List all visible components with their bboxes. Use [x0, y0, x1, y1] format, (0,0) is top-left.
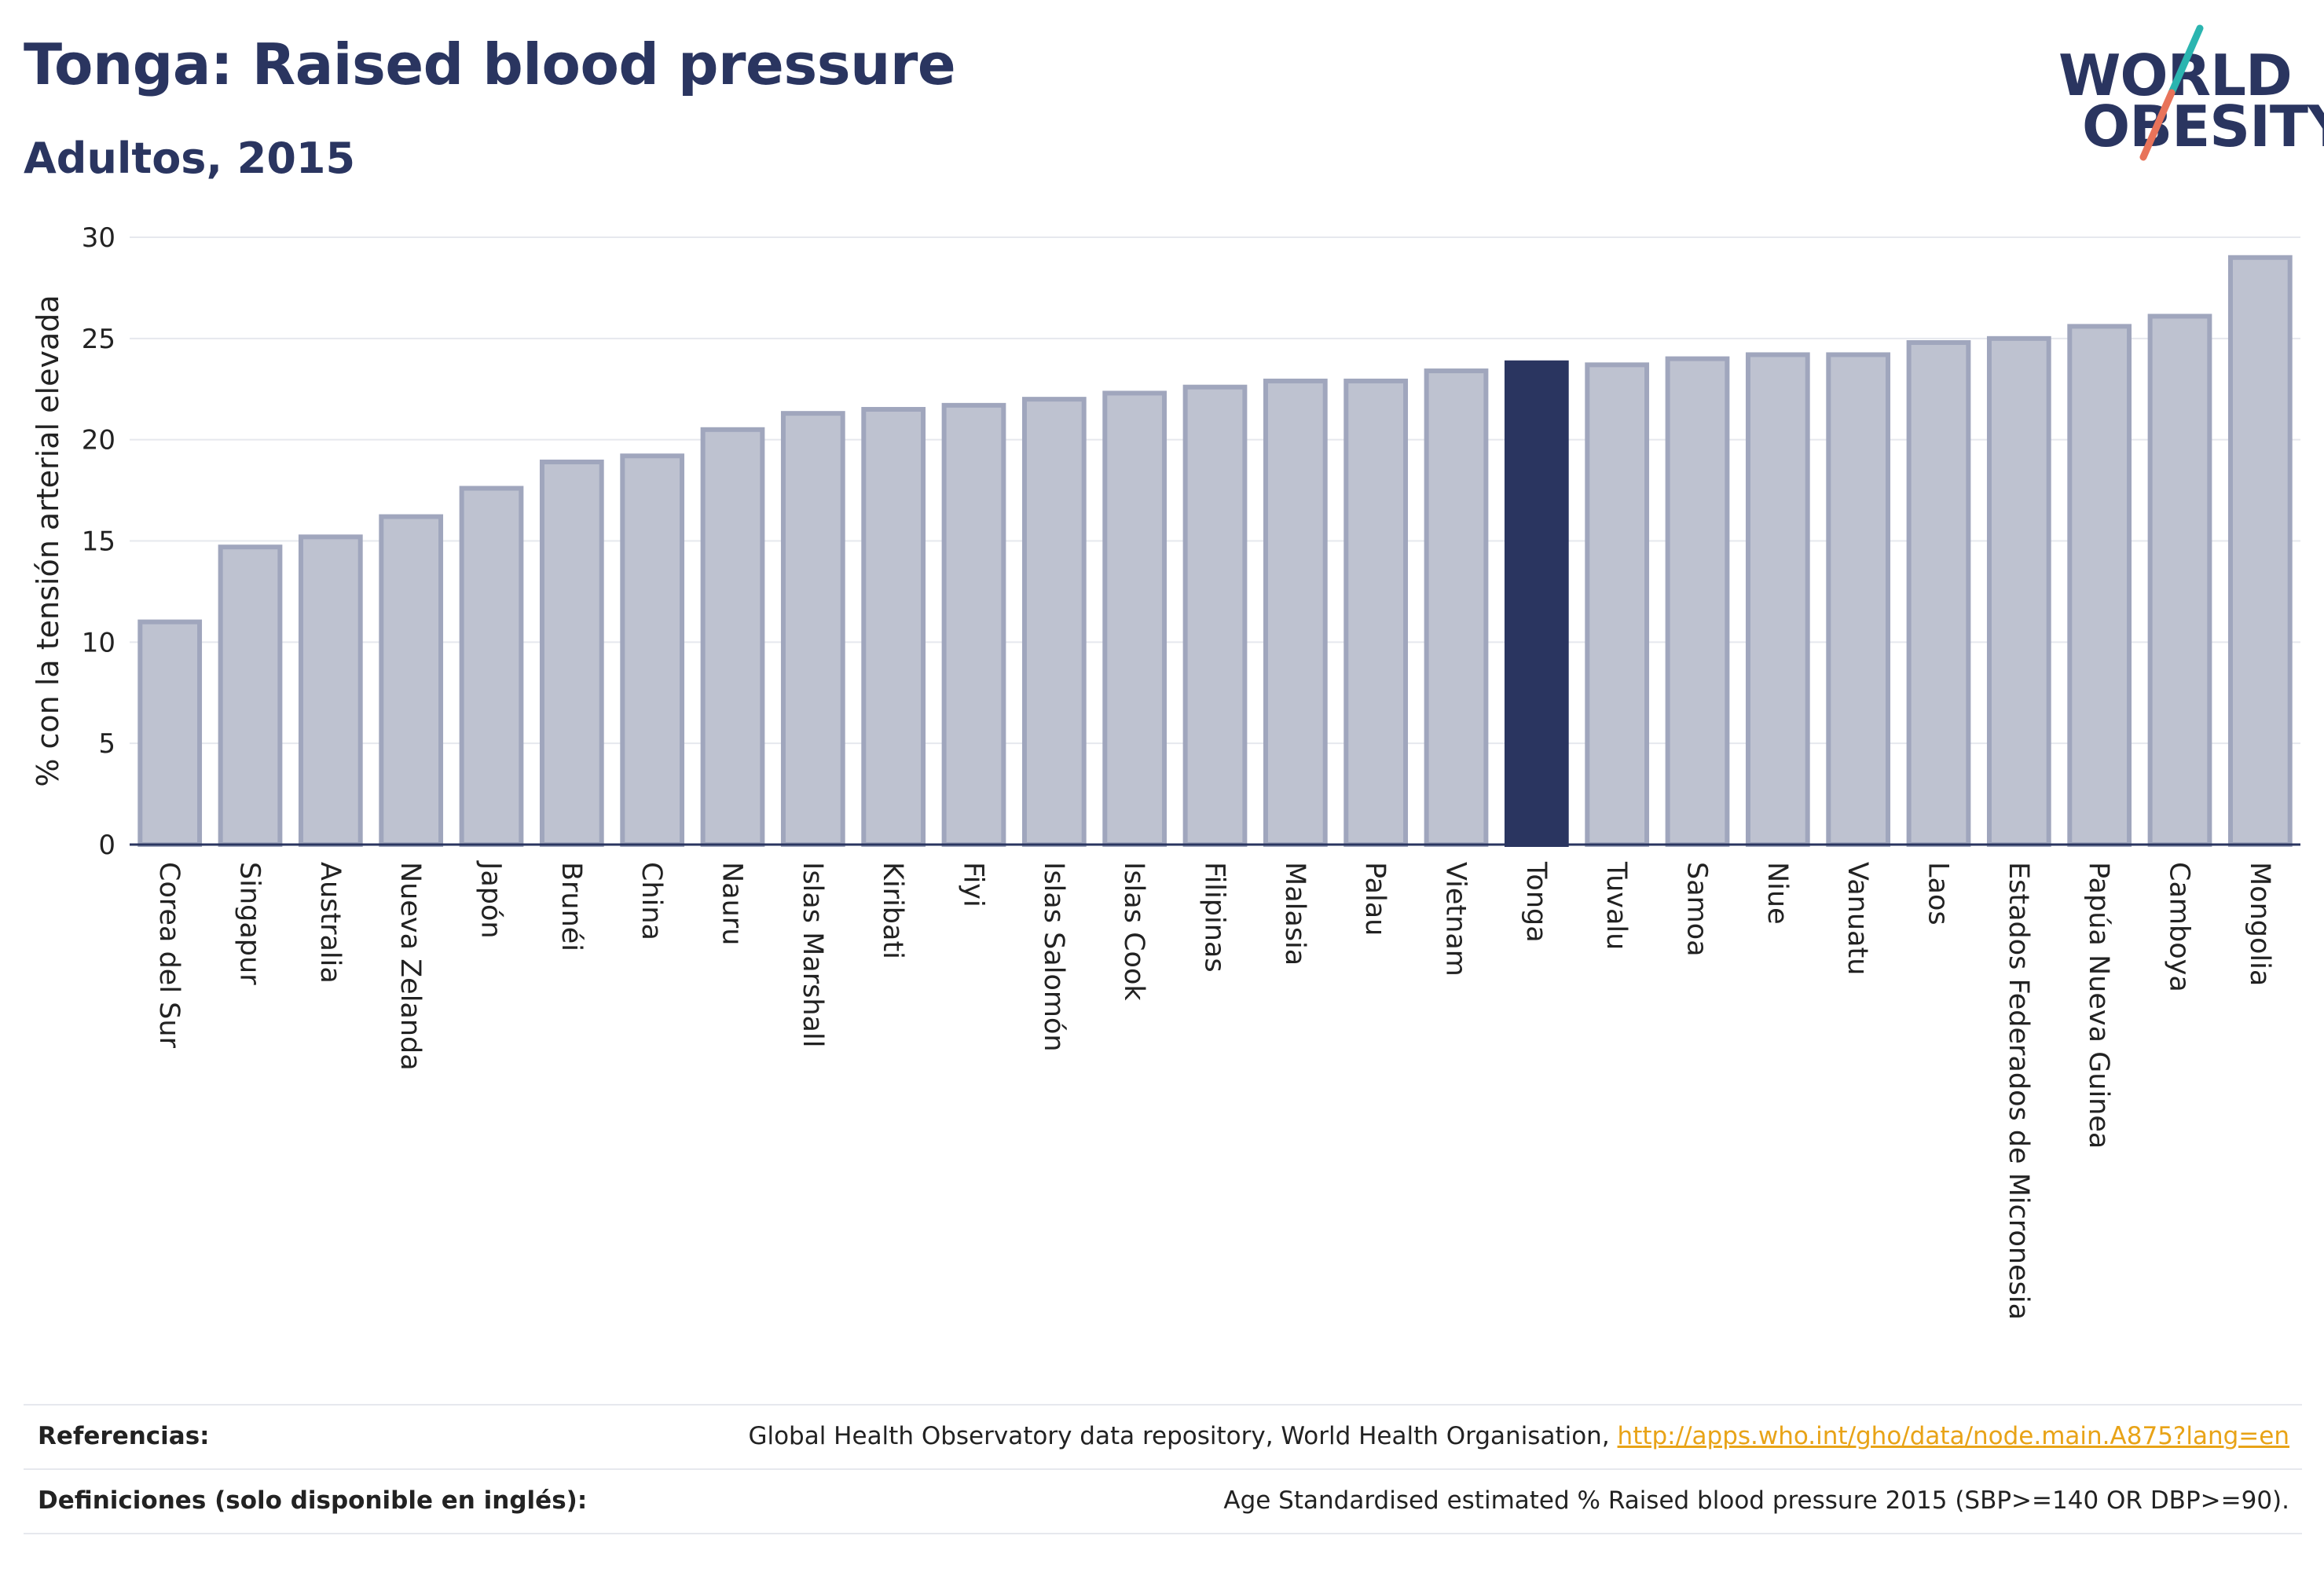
- world-obesity-logo: WORLD OBESITY: [2058, 24, 2324, 173]
- bar-brunei: [539, 460, 604, 847]
- x-category-label: Vietnam: [1440, 862, 1472, 977]
- bar-chart: 0 5 10 15 20 25 30 Corea del Sur Singapur Austra…: [31, 222, 2300, 1320]
- bar-papua-nueva-guinea: [2067, 324, 2132, 847]
- x-category-label: Filipinas: [1199, 862, 1230, 973]
- x-category-label: Laos: [1923, 862, 1954, 925]
- y-tick-label: 0: [98, 830, 115, 861]
- references-link[interactable]: http://apps.who.int/gho/data/node.main.A…: [1617, 1422, 2289, 1450]
- x-category-label: Nauru: [717, 862, 748, 945]
- x-category-label: Brunéi: [555, 862, 587, 951]
- bar-corea-del-sur: [137, 619, 203, 847]
- x-category-label: Camboya: [2164, 862, 2195, 992]
- logo-word-obesity: OBESITY: [2082, 93, 2324, 159]
- y-tick-label: 5: [98, 728, 115, 760]
- bar-laos: [1906, 339, 1971, 847]
- footer-table: Referencias: Global Health Observatory d…: [24, 1404, 2302, 1534]
- y-tick-label: 10: [82, 627, 115, 658]
- x-category-label: Niue: [1761, 862, 1793, 925]
- bar-singapur: [218, 544, 283, 847]
- x-category-label: Japón: [475, 860, 507, 939]
- bar-australia: [298, 534, 363, 847]
- definitions-value: Age Standardised estimated % Raised bloo…: [1223, 1486, 2289, 1515]
- references-value: Global Health Observatory data repositor…: [748, 1422, 2289, 1450]
- x-category-label: Nueva Zelanda: [394, 862, 426, 1071]
- bar-islas-salomon: [1021, 397, 1087, 847]
- bar-fiyi: [941, 402, 1006, 847]
- bar-camboya: [2147, 313, 2212, 848]
- logo-slash-icon: [2139, 24, 2204, 161]
- bar-nueva-zelanda: [379, 514, 444, 847]
- references-label: Referencias:: [38, 1422, 210, 1450]
- x-category-label: Islas Salomón: [1038, 862, 1069, 1052]
- y-axis-title: % con la tensión arterial elevada: [31, 295, 65, 786]
- x-category-label: Papúa Nueva Guinea: [2083, 862, 2114, 1149]
- x-category-label: Vanuatu: [1842, 862, 1873, 975]
- bar-malasia: [1263, 378, 1328, 847]
- bars: [137, 255, 2293, 848]
- references-row: Referencias: Global Health Observatory d…: [24, 1404, 2302, 1468]
- x-category-label: Palau: [1359, 862, 1391, 936]
- x-category-label: Kiribati: [877, 862, 908, 959]
- bar-japon: [459, 486, 524, 847]
- x-axis-labels: Corea del Sur Singapur Australia Nueva Zela…: [153, 860, 2275, 1320]
- bar-tuvalu: [1585, 362, 1650, 847]
- bar-islas-cook: [1102, 390, 1167, 847]
- bar-tonga: [1504, 360, 1569, 847]
- bar-kiribati: [861, 407, 926, 847]
- x-category-label: Islas Marshall: [797, 862, 828, 1047]
- x-category-label: Australia: [314, 862, 346, 984]
- x-category-label: Estados Federados de Micronesia: [2003, 862, 2034, 1320]
- x-category-label: Tonga: [1520, 861, 1552, 943]
- y-tick-label: 25: [82, 324, 115, 355]
- bar-islas-marshall: [780, 411, 845, 848]
- x-category-label: China: [636, 862, 667, 940]
- x-category-label: Tuvalu: [1600, 861, 1632, 950]
- x-category-label: Singapur: [234, 862, 266, 985]
- bar-mongolia: [2227, 255, 2293, 848]
- definitions-row: Definiciones (solo disponible en inglés)…: [24, 1468, 2302, 1534]
- y-axis-ticks: 0 5 10 15 20 25 30: [82, 222, 115, 861]
- x-category-label: Mongolia: [2244, 862, 2275, 986]
- x-category-label: Fiyi: [958, 862, 989, 907]
- chart-subtitle: Adultos, 2015: [24, 134, 356, 183]
- x-category-label: Corea del Sur: [153, 862, 185, 1049]
- bar-estados-federados-de-micronesia: [1986, 335, 2051, 848]
- bar-filipinas: [1182, 384, 1248, 847]
- bar-niue: [1745, 352, 1810, 848]
- chart-title: Tonga: Raised blood pressure: [24, 31, 956, 97]
- bar-palau: [1343, 378, 1409, 847]
- bar-vietnam: [1424, 368, 1489, 847]
- x-category-label: Malasia: [1279, 862, 1310, 966]
- bar-china: [620, 453, 685, 847]
- definitions-label: Definiciones (solo disponible en inglés)…: [38, 1486, 588, 1515]
- bar-nauru: [700, 427, 765, 847]
- bar-samoa: [1665, 356, 1730, 848]
- bar-vanuatu: [1826, 352, 1891, 848]
- x-category-label: Islas Cook: [1118, 862, 1149, 1001]
- y-tick-label: 15: [82, 526, 115, 558]
- references-text: Global Health Observatory data repositor…: [748, 1422, 1618, 1450]
- y-tick-label: 20: [82, 425, 115, 456]
- x-category-label: Samoa: [1681, 862, 1713, 957]
- y-tick-label: 30: [82, 222, 115, 254]
